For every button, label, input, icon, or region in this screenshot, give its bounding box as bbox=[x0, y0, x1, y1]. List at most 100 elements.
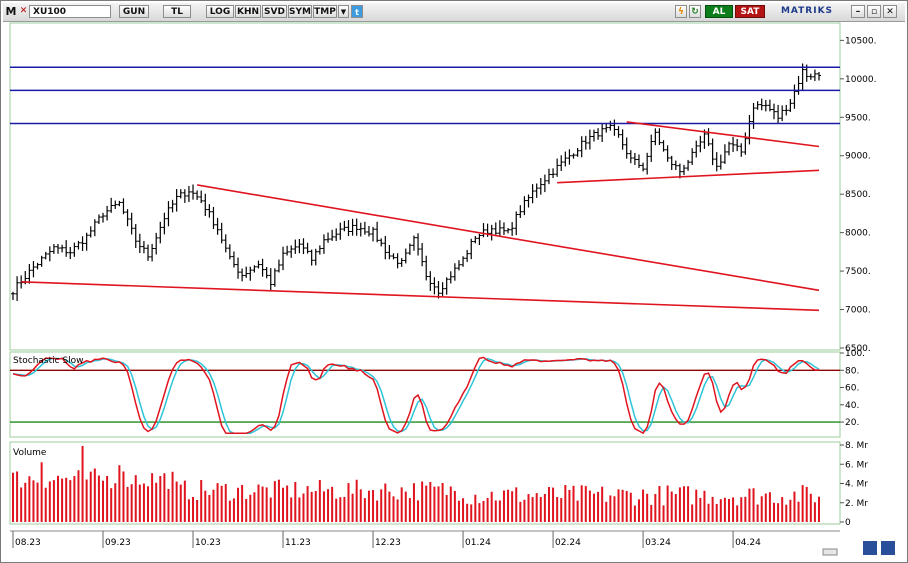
price-bar bbox=[812, 69, 817, 82]
volume-bar bbox=[138, 484, 141, 522]
period-button[interactable]: GUN bbox=[119, 5, 149, 18]
volume-series bbox=[12, 445, 820, 522]
restore-icon[interactable]: ▫ bbox=[867, 5, 881, 18]
trend-line[interactable] bbox=[626, 121, 820, 148]
svd-button[interactable]: SVD bbox=[262, 5, 287, 18]
volume-bar bbox=[167, 488, 170, 522]
price-tick-label: 8000. bbox=[845, 229, 871, 239]
volume-bar bbox=[134, 475, 137, 522]
volume-bar bbox=[318, 479, 321, 522]
price-bar bbox=[636, 154, 641, 168]
price-bar bbox=[596, 128, 601, 140]
price-bar bbox=[113, 200, 118, 209]
price-bar bbox=[330, 229, 335, 241]
price-bar bbox=[211, 206, 216, 230]
volume-bar bbox=[801, 485, 804, 522]
price-bar bbox=[88, 226, 93, 238]
sell-button[interactable]: SAT bbox=[735, 5, 765, 18]
price-bar bbox=[481, 223, 486, 238]
volume-bar bbox=[200, 480, 203, 522]
price-bar bbox=[403, 248, 408, 264]
time-tick-label: 02.24 bbox=[555, 538, 581, 548]
price-bar bbox=[436, 281, 441, 299]
volume-bar bbox=[756, 504, 759, 522]
volume-bar bbox=[813, 502, 816, 522]
scroll-handle[interactable] bbox=[822, 548, 838, 556]
volume-bar bbox=[404, 491, 407, 522]
volume-bar bbox=[343, 496, 346, 522]
volume-bar bbox=[507, 489, 510, 522]
close-symbol-icon[interactable]: ✕ bbox=[19, 6, 28, 16]
price-bar bbox=[522, 196, 527, 216]
price-bar bbox=[751, 102, 756, 129]
close-icon[interactable]: ✕ bbox=[883, 5, 897, 18]
price-bar bbox=[559, 155, 564, 171]
sym-button[interactable]: SYM bbox=[288, 5, 312, 18]
price-bar bbox=[735, 138, 740, 152]
symbol-input[interactable]: XU100 bbox=[29, 5, 111, 18]
trend-lines[interactable] bbox=[21, 121, 820, 312]
price-bar bbox=[125, 209, 130, 227]
buy-button[interactable]: AL bbox=[705, 5, 733, 18]
price-bar bbox=[309, 249, 314, 266]
volume-bar bbox=[40, 462, 43, 522]
trend-line[interactable] bbox=[21, 281, 820, 312]
volume-bar bbox=[474, 494, 477, 522]
volume-bar bbox=[592, 493, 595, 522]
price-bar bbox=[264, 266, 269, 279]
volume-bar bbox=[678, 487, 681, 522]
khn-button[interactable]: KHN bbox=[235, 5, 261, 18]
price-bar bbox=[350, 218, 355, 236]
price-bar bbox=[473, 236, 478, 244]
tmp-button[interactable]: TMP bbox=[313, 5, 337, 18]
volume-bar bbox=[73, 476, 76, 522]
volume-bar bbox=[187, 499, 190, 522]
settings-icon[interactable] bbox=[881, 541, 895, 555]
dropdown-icon[interactable]: ▼ bbox=[338, 5, 349, 18]
volume-bar bbox=[511, 491, 514, 522]
price-bar bbox=[150, 243, 155, 262]
time-tick-label: 01.24 bbox=[465, 538, 491, 548]
zoom-icon[interactable] bbox=[863, 541, 877, 555]
price-bar bbox=[673, 160, 678, 171]
volume-bar bbox=[560, 498, 563, 522]
menu-icon[interactable]: M bbox=[5, 5, 17, 18]
price-bar bbox=[248, 266, 253, 281]
currency-button[interactable]: TL bbox=[163, 5, 191, 18]
volume-bar bbox=[621, 489, 624, 522]
volume-bar bbox=[147, 486, 150, 522]
volume-bar bbox=[772, 502, 775, 522]
lightning-icon[interactable]: ϟ bbox=[675, 5, 687, 18]
volume-bar bbox=[785, 504, 788, 522]
trend-line[interactable] bbox=[196, 184, 820, 292]
volume-bar bbox=[789, 499, 792, 522]
minimize-icon[interactable]: – bbox=[851, 5, 865, 18]
price-bar bbox=[763, 100, 768, 112]
price-bar bbox=[301, 238, 306, 255]
volume-bar bbox=[552, 487, 555, 522]
price-bar bbox=[661, 140, 666, 152]
price-bar bbox=[96, 214, 101, 225]
volume-bar bbox=[425, 485, 428, 522]
price-bar bbox=[686, 159, 691, 171]
price-bar bbox=[407, 243, 412, 255]
volume-bar bbox=[28, 476, 31, 522]
log-button[interactable]: LOG bbox=[206, 5, 234, 18]
volume-bar bbox=[687, 486, 690, 522]
volume-bar bbox=[277, 479, 280, 522]
volume-bar bbox=[106, 475, 109, 522]
price-bar bbox=[771, 103, 776, 120]
refresh-icon[interactable]: ↻ bbox=[689, 5, 701, 18]
price-bar bbox=[493, 222, 498, 235]
price-bar bbox=[546, 168, 551, 185]
support-resistance-lines[interactable] bbox=[10, 66, 840, 125]
twitter-icon[interactable]: t bbox=[351, 5, 363, 18]
volume-bar bbox=[539, 497, 542, 522]
price-bar bbox=[669, 155, 674, 171]
trend-line[interactable] bbox=[557, 169, 820, 184]
volume-bar bbox=[171, 471, 174, 522]
volume-bar bbox=[564, 485, 567, 522]
price-bar bbox=[256, 260, 261, 269]
price-bar bbox=[698, 135, 703, 153]
price-bar bbox=[722, 144, 727, 164]
